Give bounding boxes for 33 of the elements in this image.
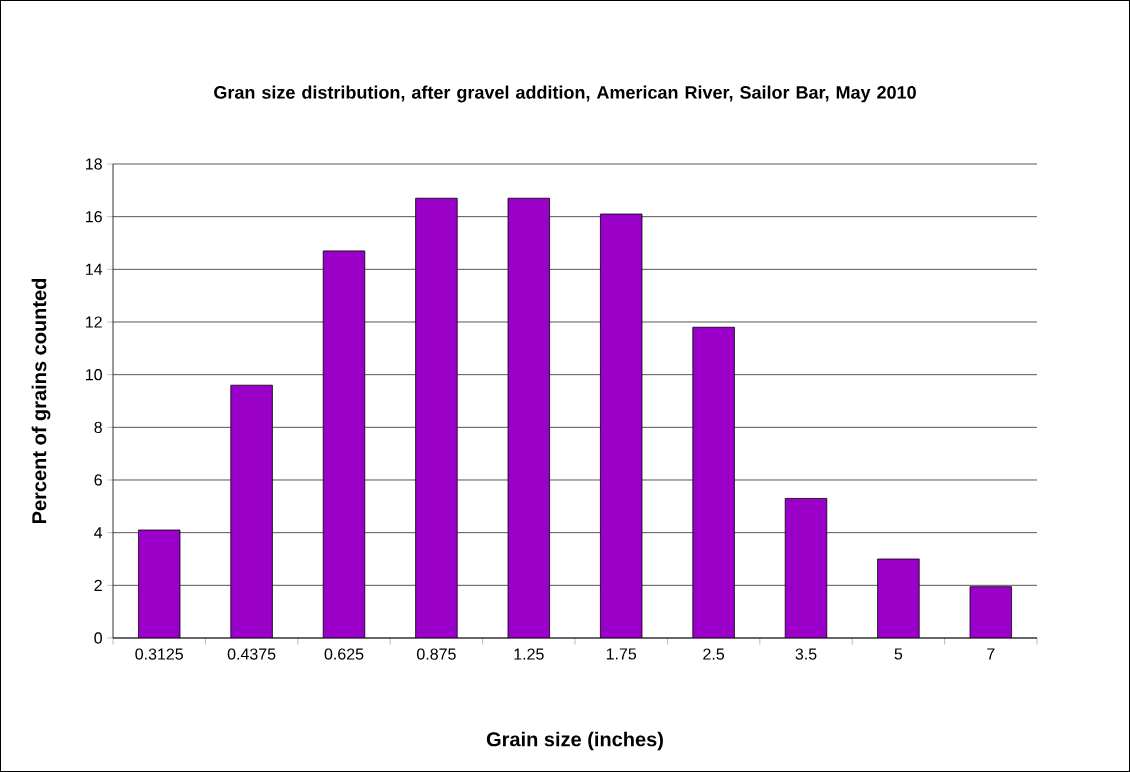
x-tick-label: 2.5 (703, 648, 725, 660)
y-tick-label: 8 (94, 421, 102, 433)
x-tick-label: 0.875 (417, 648, 456, 660)
y-tick-label: 16 (86, 211, 102, 223)
x-tick-label: 1.75 (606, 648, 637, 660)
x-tick-label: 1.25 (514, 648, 544, 660)
y-tick-label: 18 (86, 158, 102, 170)
x-tick-label: 5 (894, 648, 903, 660)
bar (785, 498, 827, 638)
y-tick-label: 6 (94, 474, 102, 486)
x-tick-label: 3.5 (795, 648, 817, 660)
chart-title: Gran size distribution, after gravel addition, American River, Sailor Bar, May 2010 (214, 85, 916, 103)
x-tick-label: 7 (987, 648, 995, 660)
x-tick-label: 0.4375 (227, 648, 276, 660)
y-tick-label: 12 (86, 316, 102, 328)
y-tick-label: 2 (94, 579, 102, 591)
bar (508, 198, 550, 638)
bar (138, 530, 180, 638)
bar (692, 327, 735, 638)
x-tick-label: 0.625 (324, 648, 364, 660)
y-axis-title: Percent of grains counted (31, 278, 51, 524)
y-tick-label: 14 (86, 263, 103, 275)
bar (415, 198, 458, 638)
y-tick-label: 4 (94, 527, 103, 539)
y-tick-label: 10 (86, 369, 102, 381)
bar (323, 250, 365, 638)
x-tick-label: 0.3125 (135, 648, 183, 660)
bar (877, 559, 920, 638)
bar (230, 385, 273, 638)
bar (969, 586, 1012, 638)
y-tick-label: 0 (94, 632, 102, 644)
x-axis-title: Grain size (inches) (486, 731, 663, 751)
bar (600, 214, 642, 638)
